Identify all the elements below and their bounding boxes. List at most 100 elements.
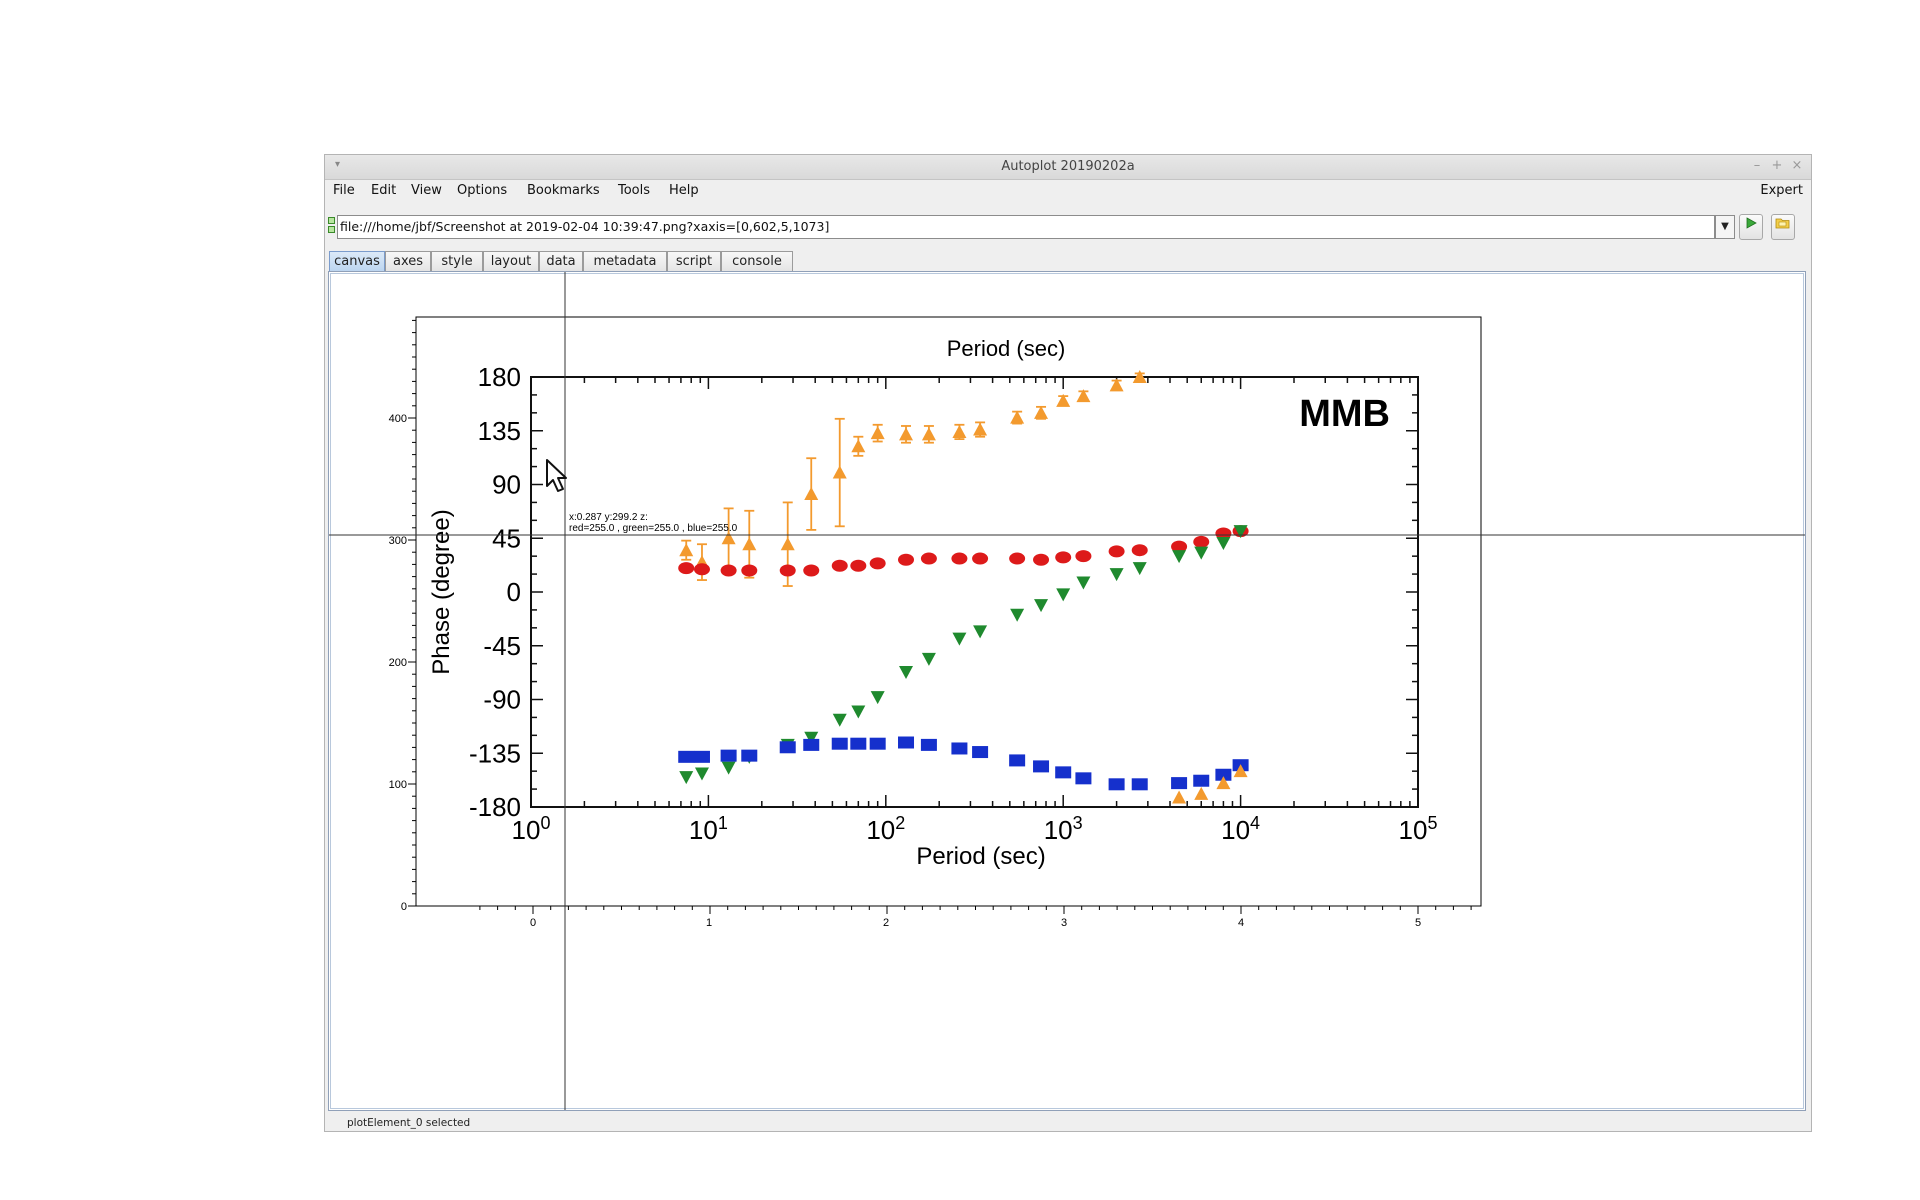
title-bar[interactable]: ▾ Autoplot 20190202a – + ×: [325, 155, 1811, 180]
data-point: [832, 713, 847, 727]
app-window: ▾ Autoplot 20190202a – + × File Edit Vie…: [324, 154, 1812, 1132]
data-point: [1055, 551, 1072, 564]
crosshair: x:0.287 y:299.2 z: red=255.0 , green=255…: [329, 272, 1805, 1110]
data-point: [803, 738, 820, 751]
data-point: [1216, 537, 1231, 551]
menu-view[interactable]: View: [411, 183, 442, 198]
data-point: [693, 563, 710, 576]
data-point: [973, 625, 988, 639]
data-point: [1075, 550, 1092, 563]
data-point: [678, 750, 695, 763]
menu-file[interactable]: File: [333, 183, 355, 198]
data-point: [921, 652, 936, 666]
url-history-dropdown[interactable]: ▼: [1715, 215, 1735, 239]
tab-layout[interactable]: layout: [483, 251, 539, 271]
figure-y-tick-label: -90: [483, 685, 521, 715]
figure-y-tick-labels: 180 135 90 45 0 -45 -90 -135 -180: [469, 362, 521, 822]
data-point: [742, 537, 757, 551]
data-point: [899, 666, 914, 680]
outer-x-tick-label: 1: [706, 917, 712, 929]
data-point: [899, 427, 914, 441]
data-point: [1132, 562, 1147, 576]
figure-top-title: Period (sec): [947, 336, 1066, 361]
go-play-button[interactable]: [1739, 214, 1763, 240]
maximize-button[interactable]: +: [1771, 158, 1783, 173]
outer-x-tick-label: 3: [1061, 917, 1067, 929]
play-icon: [1746, 217, 1757, 229]
figure-x-tick-label: 102: [866, 813, 905, 845]
data-point: [951, 742, 968, 755]
tab-axes[interactable]: axes: [385, 251, 431, 271]
figure-x-tick-label: 105: [1399, 813, 1438, 845]
figure-y-tick-label: -180: [469, 792, 521, 822]
data-point: [1108, 778, 1125, 791]
menu-edit[interactable]: Edit: [371, 183, 397, 198]
data-point: [779, 564, 796, 577]
data-point: [1010, 410, 1025, 424]
figure-y-tick-label: 90: [492, 470, 521, 500]
status-text: plotElement_0 selected: [347, 1117, 471, 1129]
menu-options[interactable]: Options: [457, 183, 508, 198]
outer-y-tick-label: 400: [389, 413, 407, 425]
menu-bar: File Edit View Options Bookmarks Tools H…: [325, 179, 1811, 201]
data-point: [720, 749, 737, 762]
data-url-input[interactable]: file:///home/jbf/Screenshot at 2019-02-0…: [337, 215, 1715, 239]
data-point: [1215, 768, 1232, 781]
data-point: [741, 749, 758, 762]
data-point: [804, 731, 819, 745]
data-point: [694, 767, 709, 781]
tab-canvas[interactable]: canvas: [329, 251, 385, 271]
expert-mode-label[interactable]: Expert: [1760, 183, 1803, 198]
figure-y-tick-label: -135: [469, 738, 521, 768]
series-orange-triangle-up: [1172, 764, 1248, 804]
tab-script[interactable]: script: [667, 251, 721, 271]
data-point: [1109, 378, 1124, 392]
tab-data[interactable]: data: [539, 251, 583, 271]
data-series: [678, 370, 1249, 804]
data-point: [1010, 608, 1025, 622]
data-point: [898, 736, 915, 749]
data-point: [1076, 389, 1091, 403]
minimize-button[interactable]: –: [1753, 158, 1761, 173]
data-point: [693, 750, 710, 763]
data-point: [851, 705, 866, 719]
figure-y-tick-label: 135: [478, 416, 521, 446]
data-point: [1108, 545, 1125, 558]
outer-x-tick-label: 4: [1238, 917, 1244, 929]
data-point: [952, 632, 967, 646]
outer-x-tick-label: 2: [883, 917, 889, 929]
data-point: [973, 422, 988, 436]
data-point: [1033, 760, 1050, 773]
data-point: [1109, 568, 1124, 582]
browse-file-button[interactable]: [1771, 214, 1795, 240]
window-menu-icon[interactable]: ▾: [335, 159, 341, 170]
tab-style[interactable]: style: [431, 251, 483, 271]
data-point: [1131, 544, 1148, 557]
menu-tools[interactable]: Tools: [618, 183, 651, 198]
menu-bookmarks[interactable]: Bookmarks: [527, 183, 600, 198]
tab-metadata[interactable]: metadata: [583, 251, 667, 271]
data-point: [920, 738, 937, 751]
outer-y-tick-label: 0: [401, 901, 407, 913]
data-point: [720, 564, 737, 577]
data-point: [831, 559, 848, 572]
data-point: [921, 427, 936, 441]
data-point: [952, 424, 967, 438]
menu-help[interactable]: Help: [669, 183, 699, 198]
data-point: [870, 426, 885, 440]
close-button[interactable]: ×: [1791, 158, 1803, 173]
data-point: [951, 552, 968, 565]
plot-svg[interactable]: 0 1 2 3 4 5 0 100 200 300 400 Period (se…: [329, 272, 1805, 1110]
data-point: [972, 746, 989, 759]
outer-x-tick-label: 0: [530, 917, 536, 929]
figure-y-tick-label: 45: [492, 523, 521, 553]
data-point: [1056, 588, 1071, 602]
data-point: [1193, 774, 1210, 787]
data-point: [1194, 786, 1209, 800]
plot-canvas[interactable]: 0 1 2 3 4 5 0 100 200 300 400 Period (se…: [328, 271, 1806, 1111]
tab-console[interactable]: console: [721, 251, 793, 271]
data-point: [678, 562, 695, 575]
data-point: [832, 465, 847, 479]
data-point: [869, 737, 886, 750]
folder-icon: [1775, 218, 1790, 229]
